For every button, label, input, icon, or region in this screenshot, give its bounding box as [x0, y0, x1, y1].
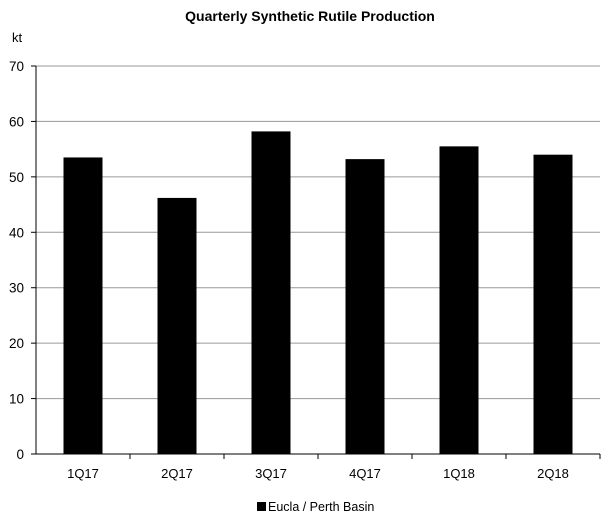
x-tick-label: 2Q18	[537, 466, 569, 481]
y-tick-label: 20	[9, 336, 24, 351]
y-axis-unit: kt	[12, 30, 23, 45]
chart-title: Quarterly Synthetic Rutile Production	[185, 8, 435, 24]
x-tick-label: 1Q18	[443, 466, 475, 481]
x-tick-label: 1Q17	[67, 466, 99, 481]
bar-3Q17	[251, 131, 291, 455]
bars	[63, 131, 573, 455]
bar-1Q17	[63, 157, 103, 454]
x-tick-label: 3Q17	[255, 466, 287, 481]
y-tick-label: 60	[9, 114, 24, 129]
bar-2Q17	[157, 197, 197, 455]
x-tick-label: 4Q17	[349, 466, 381, 481]
y-tick-label: 0	[16, 447, 24, 462]
y-tick-label: 10	[9, 392, 24, 407]
x-axis-labels: 1Q17 2Q17 3Q17 4Q17 1Q18 2Q18	[67, 454, 601, 481]
legend-label: Eucla / Perth Basin	[268, 500, 374, 514]
x-tick-label: 2Q17	[161, 466, 193, 481]
legend-swatch	[257, 502, 266, 511]
bar-2Q18	[533, 154, 573, 454]
bar-4Q17	[345, 159, 385, 454]
y-tick-label: 30	[9, 281, 24, 296]
legend: Eucla / Perth Basin	[257, 500, 374, 514]
y-tick-label: 50	[9, 170, 24, 185]
y-tick-label: 70	[9, 59, 24, 74]
y-tick-label: 40	[9, 225, 24, 240]
gridlines	[36, 65, 600, 400]
y-axis-ticks: 0 10 20 30 40 50 60 70	[9, 59, 36, 462]
bar-1Q18	[439, 146, 479, 454]
